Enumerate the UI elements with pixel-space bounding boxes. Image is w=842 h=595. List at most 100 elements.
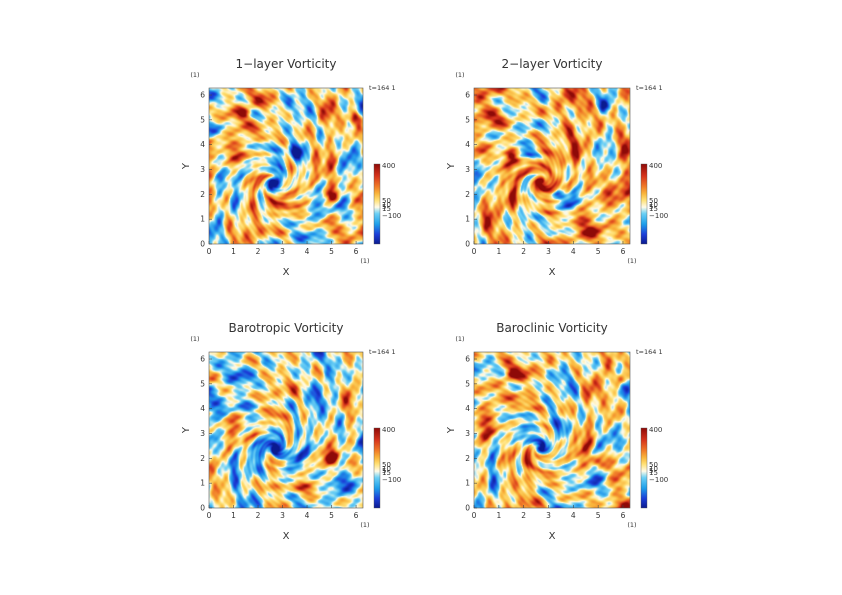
colorbar-label: 10 — [382, 465, 391, 473]
colorbar-label: 15 — [649, 205, 658, 213]
y-tick-label: 6 — [200, 91, 205, 100]
x-unit-label: (1) — [360, 521, 369, 529]
x-tick-label: 4 — [305, 511, 310, 520]
y-tick-label: 4 — [200, 140, 205, 149]
y-unit-label: (1) — [455, 335, 464, 343]
y-tick-label: 3 — [465, 429, 470, 438]
y-tick-label: 6 — [465, 91, 470, 100]
colorbar-label: 5 — [649, 467, 653, 475]
x-tick-label: 4 — [571, 247, 576, 256]
x-tick-label: 6 — [354, 247, 359, 256]
colorbar-label: 5 — [649, 203, 653, 211]
x-tick-label: 6 — [621, 247, 626, 256]
colorbar-label: −100 — [649, 476, 668, 484]
colorbar-label: 50 — [649, 461, 658, 469]
y-tick-label: 1 — [465, 479, 470, 488]
colorbar-label: 10 — [382, 201, 391, 209]
vorticity-heatmap — [474, 352, 630, 508]
x-tick-label: 2 — [256, 247, 261, 256]
colorbar-label: 50 — [382, 197, 391, 205]
x-tick-label: 1 — [231, 511, 236, 520]
colorbar-label: 15 — [382, 205, 391, 213]
x-tick-label: 6 — [621, 511, 626, 520]
y-tick-label: 4 — [465, 140, 470, 149]
y-tick-label: 5 — [200, 379, 205, 388]
y-tick-label: 6 — [200, 355, 205, 364]
y-tick-label: 0 — [200, 504, 205, 513]
x-tick-label: 3 — [546, 247, 551, 256]
y-tick-label: 1 — [200, 479, 205, 488]
x-tick-label: 6 — [354, 511, 359, 520]
x-tick-label: 2 — [521, 511, 526, 520]
y-unit-label: (1) — [190, 71, 199, 79]
y-tick-label: 5 — [200, 115, 205, 124]
colorbar-label: 50 — [382, 461, 391, 469]
x-tick-label: 5 — [329, 247, 334, 256]
plot-frame — [208, 351, 364, 509]
x-axis-label: X — [549, 531, 556, 542]
x-unit-label: (1) — [360, 257, 369, 265]
y-tick-label: 0 — [200, 240, 205, 249]
x-axis-label: X — [283, 267, 290, 278]
vorticity-heatmap — [474, 88, 630, 244]
y-tick-label: 2 — [465, 190, 470, 199]
x-tick-label: 5 — [329, 511, 334, 520]
x-tick-label: 3 — [546, 511, 551, 520]
colorbar-label: 50 — [649, 197, 658, 205]
x-tick-label: 2 — [256, 511, 261, 520]
y-axis-label: Y — [446, 426, 457, 434]
y-axis-label: Y — [181, 426, 192, 434]
y-tick-label: 2 — [200, 190, 205, 199]
x-unit-label: (1) — [627, 257, 636, 265]
x-axis-label: X — [549, 267, 556, 278]
y-tick-label: 5 — [465, 379, 470, 388]
vorticity-panel-3: Barotropic Vorticity 0 1 2 3 4 5 6 0 1 2 3 4 5 6 X Y (1) (… — [181, 321, 401, 542]
panel-title: 1−layer Vorticity — [236, 57, 337, 71]
y-tick-label: 3 — [465, 165, 470, 174]
panel-title: 2−layer Vorticity — [502, 57, 603, 71]
x-tick-label: 4 — [571, 511, 576, 520]
x-tick-label: 3 — [280, 247, 285, 256]
x-tick-label: 1 — [231, 247, 236, 256]
x-tick-label: 4 — [305, 247, 310, 256]
colorbar-label: −100 — [382, 212, 401, 220]
colorbar-label: −100 — [649, 212, 668, 220]
y-tick-label: 6 — [465, 355, 470, 364]
y-tick-label: 5 — [465, 115, 470, 124]
x-tick-label: 0 — [207, 511, 212, 520]
x-tick-label: 5 — [596, 511, 601, 520]
colorbar-label: 10 — [649, 465, 658, 473]
colorbar-label: 5 — [382, 467, 386, 475]
x-tick-label: 0 — [472, 247, 477, 256]
time-label: t=164 1 — [369, 348, 396, 356]
vorticity-heatmap — [209, 88, 363, 244]
colorbar — [640, 427, 648, 509]
y-tick-label: 3 — [200, 165, 205, 174]
plot-frame — [473, 87, 631, 245]
x-tick-label: 1 — [496, 247, 501, 256]
x-axis-label: X — [283, 531, 290, 542]
colorbar-label: 400 — [382, 162, 395, 170]
colorbar-label: 15 — [649, 469, 658, 477]
y-tick-label: 1 — [465, 215, 470, 224]
y-tick-label: 3 — [200, 429, 205, 438]
y-axis-label: Y — [446, 162, 457, 170]
colorbar — [373, 427, 381, 509]
vorticity-panel-1: 1−layer Vorticity 0 1 2 3 4 5 6 0 1 2 3 4 5 6 X Y (1) (1) t… — [181, 57, 401, 278]
x-tick-label: 1 — [496, 511, 501, 520]
colorbar-label: −100 — [382, 476, 401, 484]
x-tick-label: 0 — [472, 511, 477, 520]
y-tick-label: 0 — [465, 240, 470, 249]
panel-title: Baroclinic Vorticity — [496, 321, 608, 335]
colorbar-label: 400 — [649, 162, 662, 170]
plot-frame — [208, 87, 364, 245]
x-unit-label: (1) — [627, 521, 636, 529]
vorticity-panel-2: 2−layer Vorticity 0 1 2 3 4 5 6 0 1 2 3 4 5 6 X Y (1) (1) t… — [446, 57, 668, 278]
time-label: t=164 1 — [636, 348, 663, 356]
colorbar-label: 10 — [649, 201, 658, 209]
x-tick-label: 0 — [207, 247, 212, 256]
colorbar-label: 15 — [382, 469, 391, 477]
vorticity-heatmap — [209, 352, 363, 508]
y-unit-label: (1) — [455, 71, 464, 79]
